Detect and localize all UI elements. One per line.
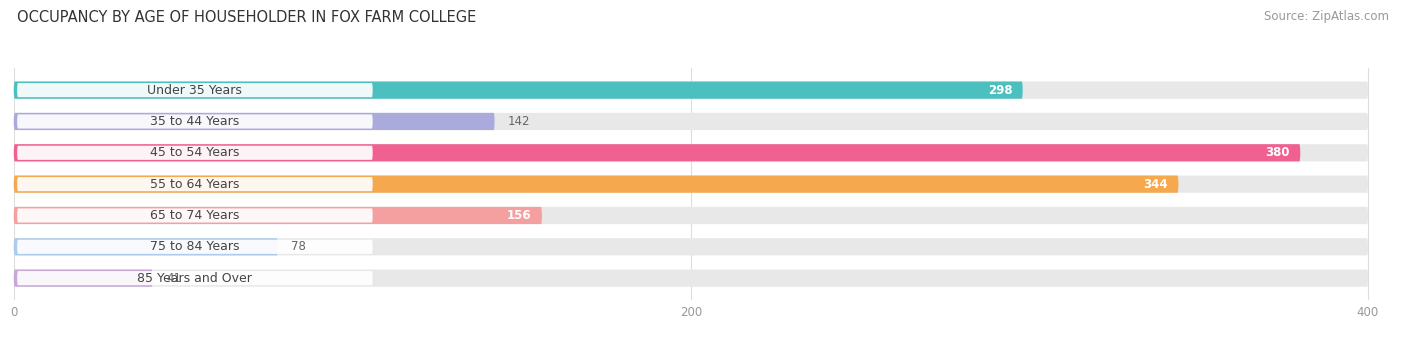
FancyBboxPatch shape — [17, 271, 373, 285]
FancyBboxPatch shape — [17, 83, 373, 97]
FancyBboxPatch shape — [14, 144, 1368, 161]
FancyBboxPatch shape — [14, 81, 1368, 99]
FancyBboxPatch shape — [17, 240, 373, 254]
FancyBboxPatch shape — [14, 238, 1368, 255]
FancyBboxPatch shape — [14, 207, 541, 224]
Text: 344: 344 — [1143, 178, 1168, 191]
Text: OCCUPANCY BY AGE OF HOUSEHOLDER IN FOX FARM COLLEGE: OCCUPANCY BY AGE OF HOUSEHOLDER IN FOX F… — [17, 10, 477, 25]
FancyBboxPatch shape — [14, 81, 1022, 99]
Text: 41: 41 — [166, 272, 181, 285]
Text: 78: 78 — [291, 240, 307, 253]
Text: 298: 298 — [988, 84, 1012, 97]
FancyBboxPatch shape — [14, 176, 1178, 193]
FancyBboxPatch shape — [14, 113, 1368, 130]
FancyBboxPatch shape — [14, 238, 278, 255]
FancyBboxPatch shape — [14, 176, 1368, 193]
FancyBboxPatch shape — [17, 114, 373, 129]
FancyBboxPatch shape — [17, 177, 373, 191]
FancyBboxPatch shape — [17, 208, 373, 223]
FancyBboxPatch shape — [17, 146, 373, 160]
FancyBboxPatch shape — [14, 144, 1301, 161]
Text: Source: ZipAtlas.com: Source: ZipAtlas.com — [1264, 10, 1389, 23]
FancyBboxPatch shape — [14, 113, 495, 130]
Text: 35 to 44 Years: 35 to 44 Years — [150, 115, 239, 128]
Text: 85 Years and Over: 85 Years and Over — [138, 272, 252, 285]
Text: Under 35 Years: Under 35 Years — [148, 84, 242, 97]
FancyBboxPatch shape — [14, 269, 153, 287]
FancyBboxPatch shape — [14, 269, 1368, 287]
Text: 55 to 64 Years: 55 to 64 Years — [150, 178, 239, 191]
Text: 45 to 54 Years: 45 to 54 Years — [150, 146, 239, 159]
FancyBboxPatch shape — [14, 207, 1368, 224]
Text: 380: 380 — [1265, 146, 1291, 159]
Text: 156: 156 — [508, 209, 531, 222]
Text: 75 to 84 Years: 75 to 84 Years — [150, 240, 239, 253]
Text: 142: 142 — [508, 115, 530, 128]
Text: 65 to 74 Years: 65 to 74 Years — [150, 209, 239, 222]
